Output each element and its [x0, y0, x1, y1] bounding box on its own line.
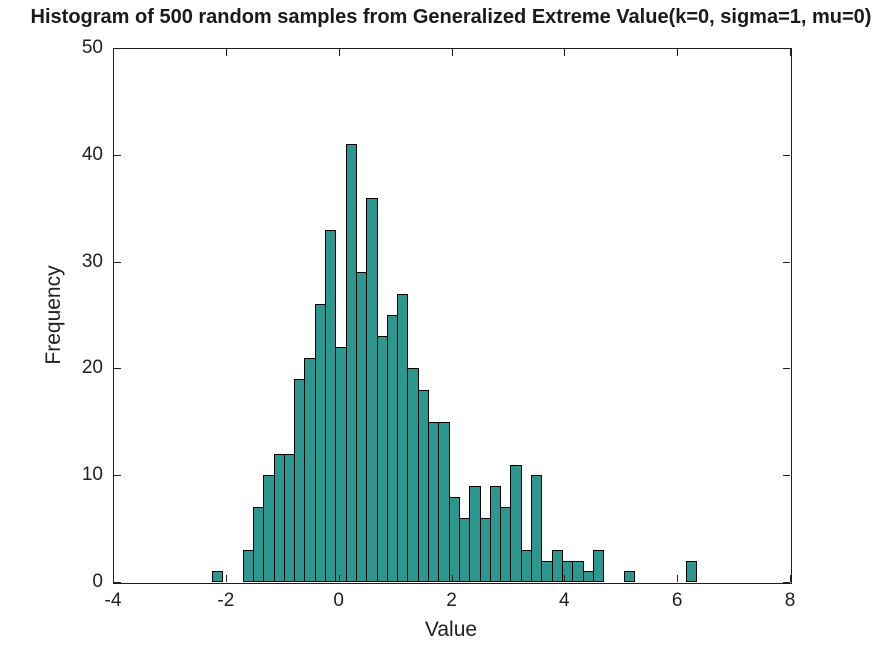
y-tick	[114, 154, 121, 156]
y-tick-label: 50	[81, 37, 103, 58]
x-tick-label: 6	[671, 590, 683, 611]
histogram-bar	[531, 475, 543, 582]
y-tick-right	[783, 368, 790, 370]
y-tick-right	[783, 48, 790, 49]
x-tick	[113, 575, 114, 582]
plot-area	[113, 48, 792, 584]
x-tick	[451, 575, 453, 582]
x-tick-label: -4	[104, 590, 122, 611]
y-tick	[114, 475, 121, 477]
x-tick-label: 4	[559, 590, 570, 611]
x-tick	[338, 575, 340, 582]
x-tick-label: -2	[217, 590, 235, 611]
histogram-bar	[510, 464, 522, 582]
histogram-bar	[572, 560, 584, 582]
x-tick-top	[564, 49, 566, 56]
x-axis-label: Value	[424, 618, 478, 641]
y-tick-label: 0	[92, 571, 103, 592]
histogram-bar	[592, 549, 605, 582]
x-tick-label: 2	[446, 590, 457, 611]
histogram-bar	[211, 571, 224, 582]
x-tick-top	[451, 49, 453, 56]
y-tick	[114, 368, 121, 370]
y-axis-label: Frequency	[42, 265, 65, 365]
x-tick-top	[338, 49, 340, 56]
y-tick	[114, 261, 121, 263]
y-tick-label: 40	[81, 143, 103, 165]
y-tick-right	[783, 582, 790, 583]
x-tick-label: 8	[784, 590, 796, 611]
x-tick	[564, 575, 566, 582]
y-tick-label: 10	[81, 464, 103, 486]
histogram-bar	[685, 560, 697, 582]
y-tick-right	[783, 475, 790, 477]
x-tick-top	[790, 49, 791, 56]
x-tick-top	[677, 49, 679, 56]
x-tick	[790, 575, 791, 582]
x-tick-top	[113, 49, 114, 56]
y-tick	[114, 582, 121, 583]
x-tick-label: 0	[333, 590, 344, 611]
histogram-bar	[623, 571, 636, 582]
x-tick	[225, 575, 227, 582]
x-tick-top	[225, 49, 227, 56]
y-tick	[114, 48, 121, 49]
x-tick	[677, 575, 679, 582]
y-tick-right	[783, 154, 790, 156]
y-tick-label: 20	[81, 357, 103, 379]
y-tick-right	[783, 261, 790, 263]
chart-title: Histogram of 500 random samples from Gen…	[30, 6, 872, 28]
y-tick-label: 30	[81, 250, 103, 272]
